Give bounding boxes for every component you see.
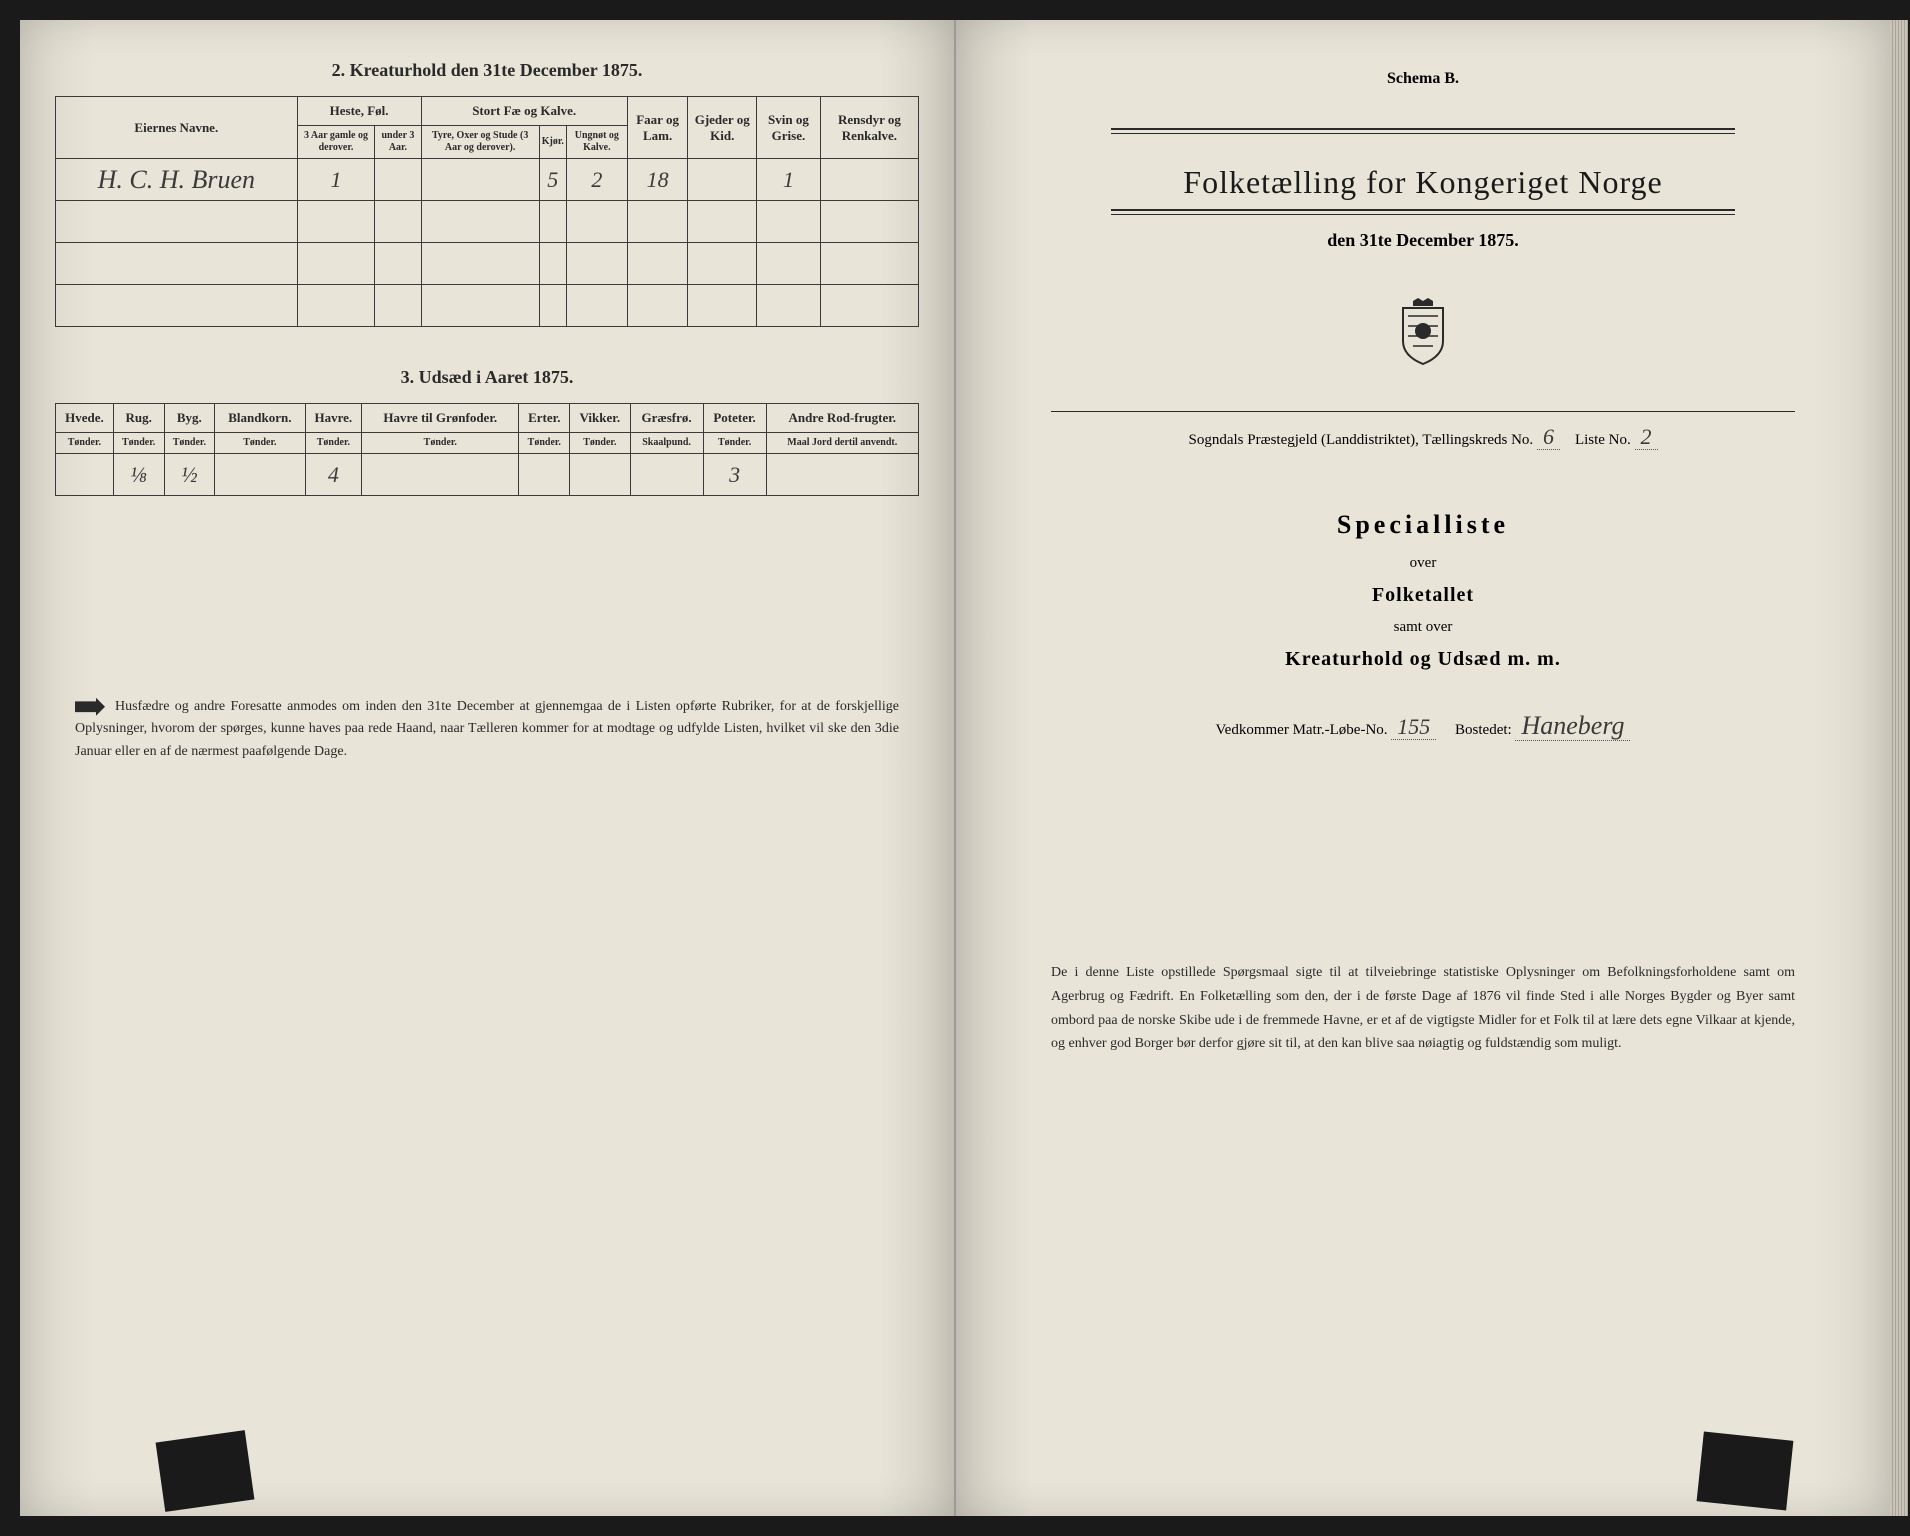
sub-heste-2: under 3 Aar. [375,126,421,159]
folketallet-label: Folketallet [991,584,1855,607]
left-page: 2. Kreaturhold den 31te December 1875. E… [20,20,955,1516]
cell [570,454,630,496]
section2-title: 2. Kreaturhold den 31te December 1875. [55,60,919,81]
col-owner: Eiernes Navne. [56,97,298,159]
right-footnote: De i denne Liste opstillede Spørgsmaal s… [991,961,1855,1056]
cell: ⅛ [113,454,164,496]
sub-heste-1: 3 Aar gamle og derover. [297,126,375,159]
cell [421,159,539,201]
sub-fae-2: Kjør. [539,126,566,159]
binder-clip-icon [156,1430,255,1512]
unit: Tønder. [56,433,114,454]
pointer-icon [75,698,105,716]
table-row [56,201,919,243]
left-footnote: Husfædre og andre Foresatte anmodes om i… [55,696,919,763]
cell: 5 [539,159,566,201]
samt-over-label: samt over [991,619,1855,636]
cell: 2 [566,159,627,201]
unit: Tønder. [215,433,305,454]
liste-no: 2 [1635,424,1658,450]
cell: 4 [305,454,362,496]
schema-label: Schema B. [991,70,1855,88]
binder-clip-icon [1697,1431,1794,1510]
col-hvede: Hvede. [56,404,114,433]
table-row: ⅛ ½ 4 3 [56,454,919,496]
bosted-value: Haneberg [1515,711,1630,741]
rule-line [1111,128,1735,134]
col-poteter: Poteter. [703,404,766,433]
unit: Tønder. [113,433,164,454]
unit: Tønder. [362,433,519,454]
table-row: H. C. H. Bruen 1 5 2 18 1 [56,159,919,201]
cell [215,454,305,496]
cell [375,159,421,201]
coat-of-arms-icon [1388,291,1458,371]
col-stortfae: Stort Fæ og Kalve. [421,97,627,126]
unit: Maal Jord dertil anvendt. [766,433,918,454]
col-havre-gron: Havre til Grønfoder. [362,404,519,433]
col-erter: Erter. [519,404,570,433]
cell [56,454,114,496]
cell: 1 [297,159,375,201]
udsaed-table: Hvede. Rug. Byg. Blandkorn. Havre. Havre… [55,403,919,496]
cell [820,159,918,201]
cell [519,454,570,496]
kreaturhold-table: Eiernes Navne. Heste, Føl. Stort Fæ og K… [55,96,919,327]
section3-title: 3. Udsæd i Aaret 1875. [55,367,919,388]
right-page: Schema B. Folketælling for Kongeriget No… [955,20,1890,1516]
parish-line: Sogndals Præstegjeld (Landdistriktet), T… [1051,411,1795,450]
col-svin: Svin og Grise. [757,97,821,159]
cell: ½ [164,454,215,496]
col-graesfro: Græsfrø. [630,404,703,433]
unit: Tønder. [519,433,570,454]
sub-fae-3: Ungnøt og Kalve. [566,126,627,159]
over-label: over [991,555,1855,572]
census-date: den 31te December 1875. [991,230,1855,251]
col-gjeder: Gjeder og Kid. [688,97,757,159]
bosted-label: Bostedet: [1455,722,1512,738]
unit: Tønder. [305,433,362,454]
cell [766,454,918,496]
matr-label: Vedkommer Matr.-Løbe-No. [1216,722,1388,738]
rule-line [1111,209,1735,215]
col-heste: Heste, Føl. [297,97,421,126]
main-title: Folketælling for Kongeriget Norge [991,164,1855,201]
col-vikker: Vikker. [570,404,630,433]
cell: 3 [703,454,766,496]
matr-line: Vedkommer Matr.-Løbe-No. 155 Bostedet: H… [991,711,1855,741]
parish-label: Sogndals Præstegjeld (Landdistriktet), T… [1188,432,1533,448]
col-byg: Byg. [164,404,215,433]
col-blandkorn: Blandkorn. [215,404,305,433]
cell [688,159,757,201]
sub-fae-1: Tyre, Oxer og Stude (3 Aar og derover). [421,126,539,159]
liste-label: Liste No. [1575,432,1631,448]
table-row [56,243,919,285]
unit: Tønder. [703,433,766,454]
col-rug: Rug. [113,404,164,433]
col-faar: Faar og Lam. [627,97,688,159]
col-rodfrugter: Andre Rod-frugter. [766,404,918,433]
kreds-no: 6 [1537,424,1560,450]
cell: 18 [627,159,688,201]
owner-name: H. C. H. Bruen [56,159,298,201]
unit: Tønder. [164,433,215,454]
cell [630,454,703,496]
col-rensdyr: Rensdyr og Renkalve. [820,97,918,159]
document-spread: 2. Kreaturhold den 31te December 1875. E… [20,20,1890,1516]
footnote-text: Husfædre og andre Foresatte anmodes om i… [75,699,899,759]
col-havre: Havre. [305,404,362,433]
table-row [56,285,919,327]
unit: Tønder. [570,433,630,454]
cell: 1 [757,159,821,201]
unit: Skaalpund. [630,433,703,454]
page-stack-edge [1890,20,1908,1516]
matr-no: 155 [1391,714,1436,740]
specialliste-title: Specialliste [991,510,1855,540]
cell [362,454,519,496]
kreatur-label: Kreaturhold og Udsæd m. m. [991,648,1855,671]
